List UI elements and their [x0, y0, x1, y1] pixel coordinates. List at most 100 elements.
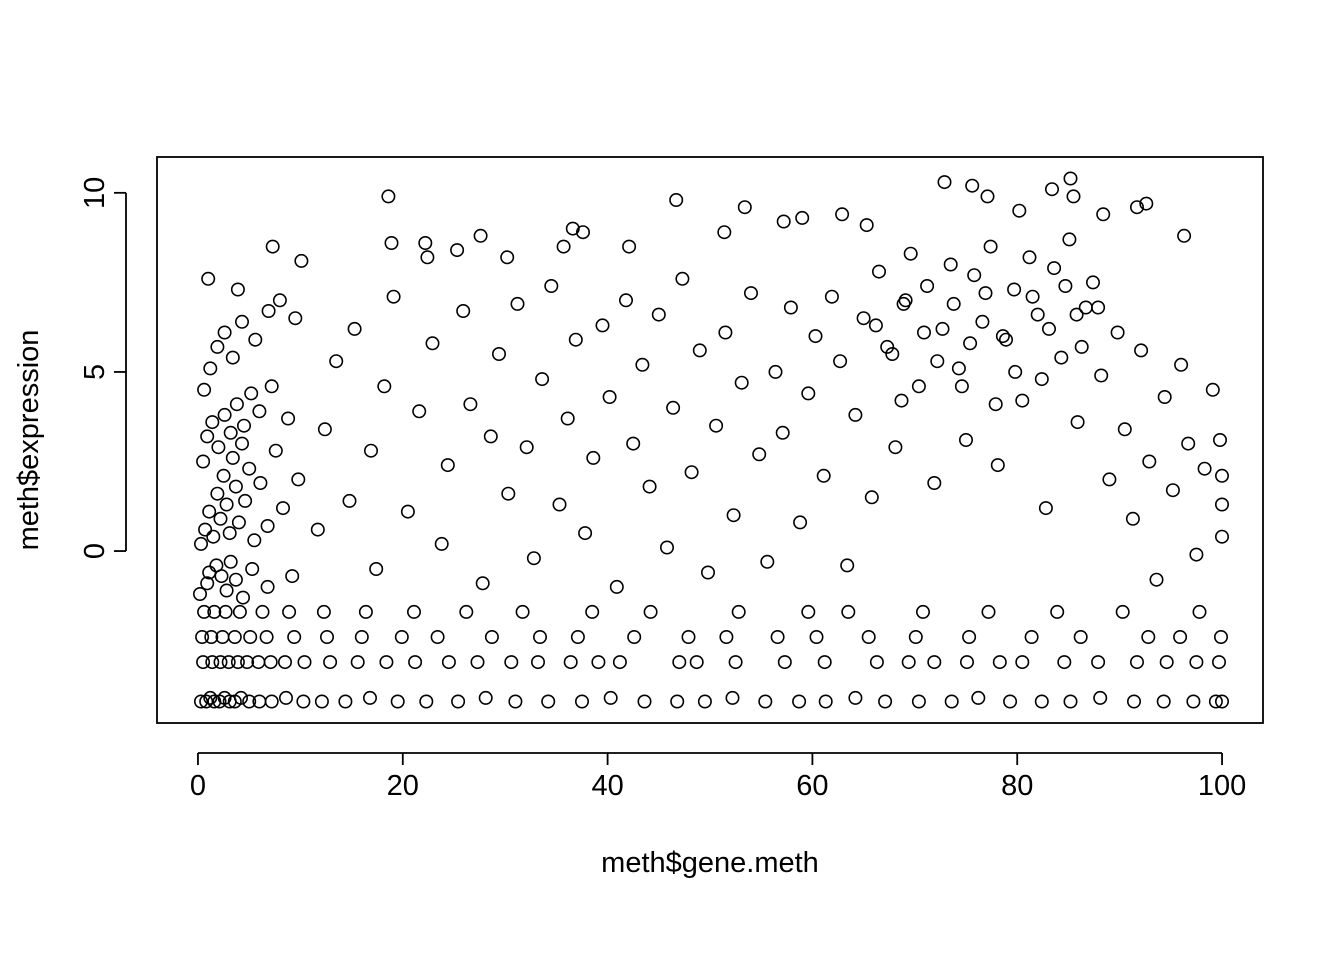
data-point	[861, 629, 876, 644]
data-point	[219, 497, 234, 512]
data-point	[684, 465, 699, 480]
data-point	[959, 655, 974, 670]
data-point	[317, 422, 332, 437]
data-point	[565, 221, 580, 236]
data-point	[491, 346, 506, 361]
data-point	[1117, 422, 1132, 437]
data-point	[612, 655, 627, 670]
data-point	[205, 415, 220, 430]
data-point	[203, 361, 218, 376]
data-point	[563, 655, 578, 670]
data-point	[213, 655, 228, 670]
data-point	[275, 501, 290, 516]
data-point	[1215, 529, 1230, 544]
data-point	[971, 690, 986, 705]
data-point	[459, 604, 474, 619]
data-point	[1165, 483, 1180, 498]
data-point	[801, 386, 816, 401]
data-point	[272, 293, 287, 308]
data-point	[203, 690, 218, 705]
data-point	[903, 246, 918, 261]
data-point	[1063, 171, 1078, 186]
data-point	[552, 497, 567, 512]
data-point	[323, 655, 338, 670]
data-point	[242, 461, 257, 476]
data-point	[595, 318, 610, 333]
data-point	[1197, 461, 1212, 476]
data-point	[194, 536, 209, 551]
data-point	[310, 522, 325, 537]
data-point	[377, 379, 392, 394]
data-point	[946, 296, 961, 311]
data-point	[231, 515, 246, 530]
x-axis-label: meth$gene.meth	[601, 847, 819, 879]
data-point	[234, 690, 249, 705]
data-point	[504, 655, 519, 670]
data-point	[1003, 694, 1018, 709]
data-point	[235, 314, 250, 329]
data-point	[519, 440, 534, 455]
data-point	[670, 694, 685, 709]
data-point	[1127, 694, 1142, 709]
data-point	[1189, 655, 1204, 670]
data-point	[998, 332, 1013, 347]
data-point	[478, 690, 493, 705]
data-points	[193, 171, 1230, 709]
data-point	[666, 400, 681, 415]
data-point	[1149, 572, 1164, 587]
data-point	[602, 389, 617, 404]
data-point	[316, 604, 331, 619]
data-point	[1177, 228, 1192, 243]
x-tick-label: 20	[387, 770, 419, 802]
data-point	[672, 655, 687, 670]
data-point	[227, 629, 242, 644]
data-point	[228, 572, 243, 587]
data-point	[1215, 694, 1230, 709]
data-point	[222, 526, 237, 541]
data-point	[260, 518, 275, 533]
data-point	[1069, 307, 1084, 322]
data-point	[369, 561, 384, 576]
data-point	[818, 694, 833, 709]
data-point	[965, 178, 980, 193]
data-point	[508, 694, 523, 709]
data-point	[204, 629, 219, 644]
data-point	[878, 694, 893, 709]
data-point	[1094, 368, 1109, 383]
data-point	[406, 604, 421, 619]
data-point	[700, 565, 715, 580]
data-point	[585, 604, 600, 619]
data-point	[951, 361, 966, 376]
data-point	[824, 289, 839, 304]
data-point	[329, 354, 344, 369]
data-point	[232, 604, 247, 619]
data-point	[1214, 629, 1229, 644]
data-point	[817, 655, 832, 670]
data-point	[194, 694, 209, 709]
data-point	[1091, 655, 1106, 670]
data-point	[294, 253, 309, 268]
y-tick-label: 0	[79, 543, 111, 559]
x-tick-label: 0	[190, 770, 206, 802]
data-point	[264, 379, 279, 394]
data-point	[575, 225, 590, 240]
x-tick-label: 60	[796, 770, 828, 802]
data-point	[990, 458, 1005, 473]
data-point	[930, 354, 945, 369]
data-point	[871, 264, 886, 279]
data-point	[731, 604, 746, 619]
data-point	[259, 629, 274, 644]
data-point	[967, 268, 982, 283]
data-point	[419, 694, 434, 709]
data-point	[642, 479, 657, 494]
data-point	[381, 189, 396, 204]
data-point	[420, 250, 435, 265]
data-point	[675, 271, 690, 286]
data-point	[1215, 468, 1230, 483]
data-point	[1130, 200, 1145, 215]
data-point	[200, 429, 215, 444]
data-point	[297, 655, 312, 670]
data-point	[1057, 655, 1072, 670]
data-point	[1215, 497, 1230, 512]
data-point	[229, 397, 244, 412]
